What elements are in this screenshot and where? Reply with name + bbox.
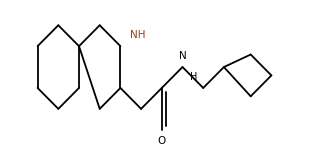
Text: H: H	[190, 72, 197, 82]
Text: O: O	[158, 136, 166, 146]
Text: NH: NH	[130, 30, 145, 40]
Text: N: N	[179, 51, 186, 61]
